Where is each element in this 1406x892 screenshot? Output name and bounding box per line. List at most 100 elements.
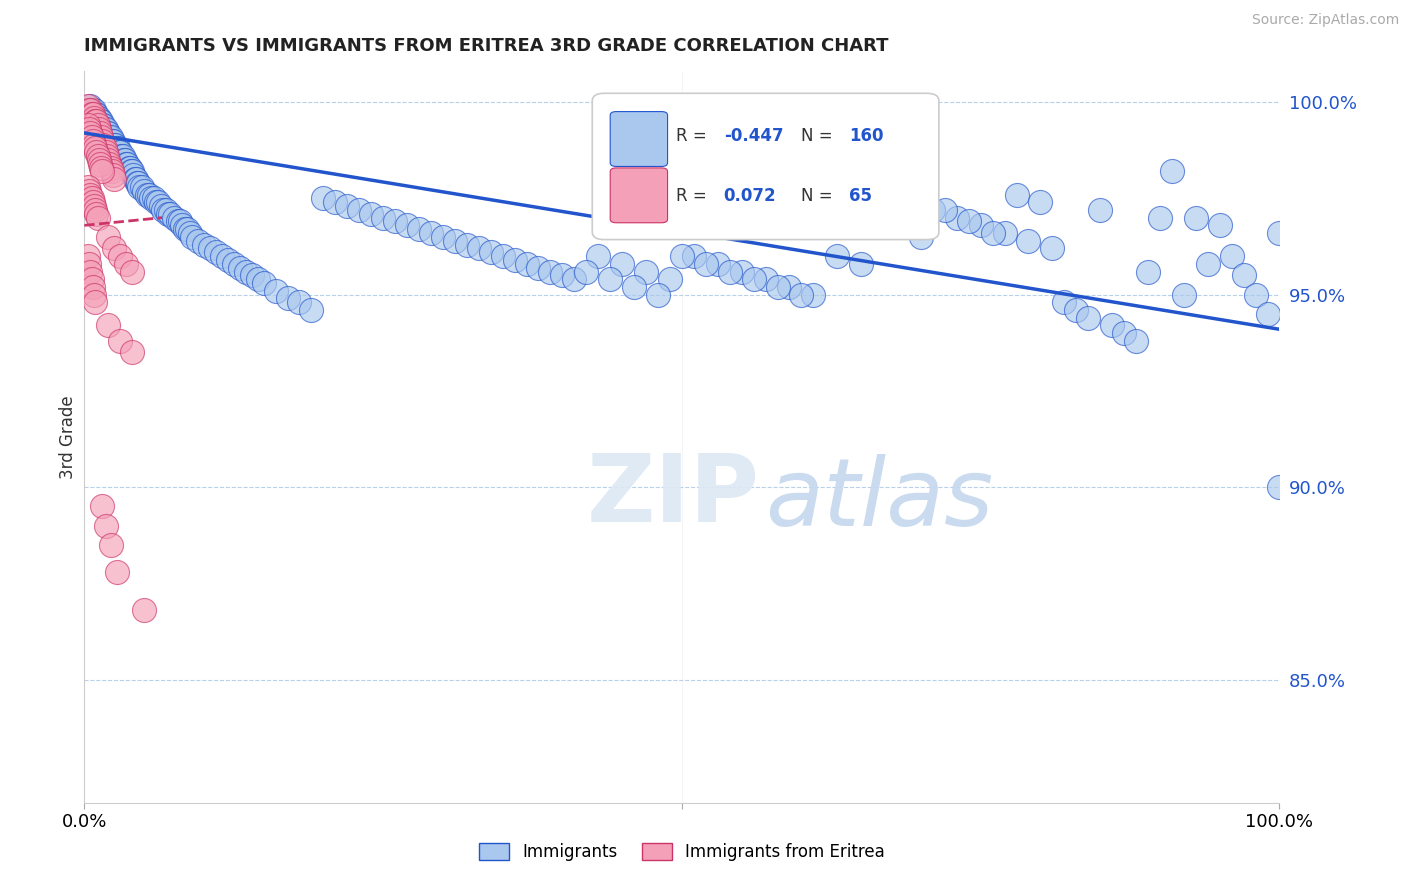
Point	[101, 134, 124, 148]
Point	[84, 202, 107, 217]
Point	[91, 134, 114, 148]
Point	[169, 214, 191, 228]
Point	[1137, 264, 1160, 278]
Point	[110, 149, 132, 163]
Point	[83, 111, 105, 125]
Point	[1018, 234, 1040, 248]
Point	[79, 103, 101, 117]
Point	[82, 134, 104, 148]
Point	[588, 249, 610, 263]
Point	[80, 272, 103, 286]
Point	[229, 260, 252, 275]
Point	[77, 257, 100, 271]
Point	[1161, 164, 1184, 178]
Point	[946, 211, 969, 225]
Point	[1268, 480, 1291, 494]
Point	[527, 260, 550, 275]
Point	[851, 257, 873, 271]
Point	[1209, 219, 1232, 233]
Text: N =: N =	[801, 186, 838, 204]
Point	[456, 237, 478, 252]
Point	[779, 280, 801, 294]
Point	[516, 257, 538, 271]
Point	[790, 287, 813, 301]
FancyBboxPatch shape	[592, 94, 939, 240]
Text: 65: 65	[849, 186, 872, 204]
Text: R =: R =	[676, 127, 711, 145]
Point	[110, 249, 132, 263]
Point	[934, 202, 956, 217]
Point	[683, 249, 706, 263]
Point	[1220, 249, 1243, 263]
Point	[77, 122, 100, 136]
Point	[77, 103, 100, 117]
Point	[91, 164, 114, 178]
Point	[83, 137, 105, 152]
Point	[125, 176, 148, 190]
Point	[94, 122, 117, 136]
Point	[612, 257, 634, 271]
Point	[179, 226, 201, 240]
Point	[1244, 287, 1267, 301]
Point	[718, 264, 741, 278]
Point	[79, 264, 101, 278]
Point	[1005, 187, 1028, 202]
Point	[1114, 326, 1136, 340]
Point	[83, 287, 105, 301]
Point	[111, 149, 134, 163]
Point	[115, 157, 138, 171]
Point	[104, 137, 127, 152]
Point	[90, 114, 112, 128]
Point	[86, 114, 108, 128]
Point	[93, 122, 115, 136]
FancyBboxPatch shape	[610, 168, 668, 223]
Point	[90, 161, 112, 175]
Point	[135, 187, 157, 202]
Point	[87, 122, 110, 136]
Point	[181, 230, 204, 244]
Point	[1042, 242, 1064, 256]
Point	[89, 126, 111, 140]
Point	[101, 134, 124, 148]
Point	[79, 126, 101, 140]
Point	[172, 219, 194, 233]
Point	[97, 318, 120, 333]
Point	[86, 211, 108, 225]
Point	[277, 292, 299, 306]
Text: -0.447: -0.447	[724, 127, 783, 145]
Point	[803, 287, 825, 301]
Point	[349, 202, 371, 217]
Point	[121, 345, 143, 359]
Point	[97, 230, 120, 244]
Text: IMMIGRANTS VS IMMIGRANTS FROM ERITREA 3RD GRADE CORRELATION CHART: IMMIGRANTS VS IMMIGRANTS FROM ERITREA 3R…	[84, 37, 889, 54]
Point	[288, 295, 311, 310]
Point	[132, 184, 156, 198]
Point	[994, 226, 1017, 240]
Point	[211, 249, 233, 263]
Point	[152, 202, 174, 217]
Point	[301, 303, 323, 318]
Point	[981, 226, 1004, 240]
Point	[1125, 334, 1147, 348]
Point	[114, 153, 136, 167]
Point	[253, 276, 276, 290]
Point	[108, 145, 131, 160]
Point	[1066, 303, 1088, 318]
Point	[1053, 295, 1076, 310]
Text: atlas: atlas	[766, 454, 994, 545]
Point	[77, 184, 100, 198]
Point	[910, 230, 932, 244]
Point	[82, 195, 104, 210]
Point	[97, 153, 120, 167]
Point	[83, 103, 105, 117]
Point	[77, 118, 100, 132]
Point	[551, 268, 574, 283]
Y-axis label: 3rd Grade: 3rd Grade	[59, 395, 77, 479]
Point	[124, 172, 146, 186]
Point	[970, 219, 993, 233]
Point	[862, 153, 884, 167]
Point	[90, 129, 112, 144]
Point	[84, 106, 107, 120]
Point	[132, 603, 156, 617]
Point	[101, 169, 124, 183]
